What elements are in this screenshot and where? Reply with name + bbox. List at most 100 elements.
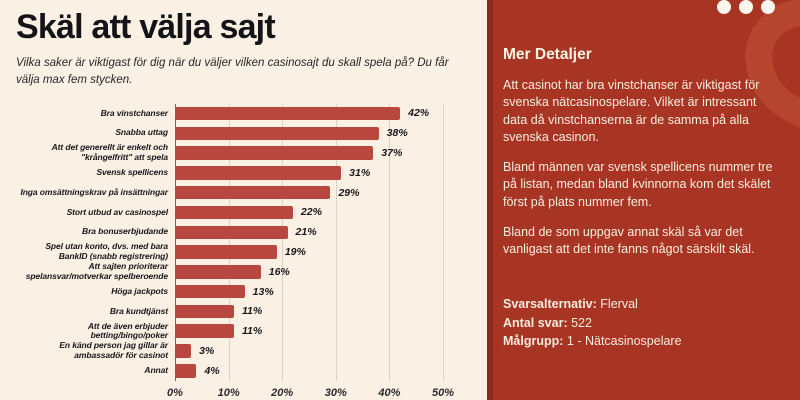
category-label: Svensk spellicens <box>96 167 168 178</box>
value-label: 22% <box>300 206 322 219</box>
bar <box>175 284 245 299</box>
bar-track: 11% <box>175 321 487 341</box>
table-row: Spel utan konto, dvs. med bara BankID (s… <box>16 241 487 262</box>
table-row: Bra kundtjänst 11% <box>16 302 487 322</box>
bar-track: 37% <box>175 143 487 163</box>
x-axis: 0% 10% 20% 30% 40% 50% <box>167 385 454 400</box>
dot-icon <box>739 0 753 14</box>
value-label: 38% <box>386 127 408 140</box>
category-label: Höga jackpots <box>111 285 168 296</box>
category-label: Annat <box>144 364 168 375</box>
meta-value: 1 - Nätcasinospelare <box>566 334 682 349</box>
bar <box>175 304 234 319</box>
meta-malgrupp: Målgrupp: 1 - Nätcasinospelare <box>503 333 776 351</box>
bar <box>175 126 379 141</box>
bar-track: 11% <box>175 302 487 322</box>
bar-track: 21% <box>175 222 487 242</box>
bar <box>175 106 401 121</box>
value-label: 3% <box>199 345 215 358</box>
bar <box>175 205 293 220</box>
plot-grid <box>175 103 444 381</box>
gridline <box>389 103 391 381</box>
x-tick-label: 10% <box>217 386 240 399</box>
bar <box>175 324 234 338</box>
value-label: 21% <box>295 226 317 239</box>
meta-label: Svarsalternativ: <box>503 297 597 312</box>
x-tick-label: 0% <box>167 386 183 399</box>
dot-icon <box>761 0 775 14</box>
x-tick-label: 30% <box>324 386 347 399</box>
gridline <box>335 103 337 381</box>
bar-track: 31% <box>175 163 487 183</box>
value-label: 19% <box>284 246 306 259</box>
table-row: Bra vinstchanser 42% <box>16 104 487 124</box>
x-tick-label: 50% <box>431 386 455 399</box>
bar-track: 13% <box>175 282 487 302</box>
dot-icon <box>717 0 731 14</box>
ellipsis-dots-icon <box>717 0 775 14</box>
category-label: Bra vinstchanser <box>100 107 168 118</box>
question-mark-icon <box>745 0 800 128</box>
bar-chart: Bra vinstchanser 42% Snabba uttag 38% Att de… <box>16 103 487 400</box>
category-label: Snabba uttag <box>115 127 168 138</box>
chart-section: Skäl att välja sajt Vilka saker är vikti… <box>16 8 487 400</box>
value-label: 31% <box>349 166 371 179</box>
table-row: Annat 4% <box>16 361 487 381</box>
category-label: Stort utbud av casinospel <box>66 206 169 217</box>
page-title: Skäl att välja sajt <box>16 8 276 46</box>
bar <box>175 364 197 378</box>
bar <box>175 225 288 239</box>
gridline <box>443 103 444 381</box>
bar <box>175 265 261 279</box>
bar-track: 3% <box>175 341 487 361</box>
value-label: 37% <box>381 147 403 160</box>
bar-track: 38% <box>175 123 487 143</box>
value-label: 42% <box>408 107 430 120</box>
table-row: En känd person jag gillar är ambassadör … <box>16 340 487 361</box>
details-heading: Mer Detaljer <box>503 46 592 63</box>
bar <box>175 166 342 180</box>
table-row: Att sajten prioriterar spelansvar/motver… <box>16 261 487 282</box>
bar-track: 19% <box>175 242 487 262</box>
table-row: Att de även erbjuder betting/bingo/poker… <box>16 321 487 341</box>
bar-track: 22% <box>175 203 487 223</box>
bar <box>175 185 331 200</box>
table-row: Svensk spellicens 31% <box>16 163 487 183</box>
value-label: 16% <box>268 265 290 278</box>
bar-rows: Bra vinstchanser 42% Snabba uttag 38% Att de… <box>16 104 487 381</box>
category-label: Bra kundtjänst <box>109 305 168 316</box>
meta-value: Flerval <box>600 297 638 312</box>
details-paragraph: Bland de som uppgav annat skäl så var de… <box>503 224 755 256</box>
details-panel: Mer Detaljer Att casinot har bra vinstch… <box>487 0 800 400</box>
bar <box>175 146 374 160</box>
value-label: 11% <box>241 305 263 318</box>
gridline <box>228 103 230 381</box>
survey-meta: Svarsalternativ: Flerval Antal svar: 522… <box>503 296 776 351</box>
bar-track: 42% <box>175 104 487 124</box>
table-row: Snabba uttag 38% <box>16 123 487 143</box>
category-label: En känd person jag gillar är ambassadör … <box>59 340 168 361</box>
category-label: Spel utan konto, dvs. med bara BankID (s… <box>45 241 168 262</box>
meta-label: Målgrupp: <box>503 334 564 349</box>
table-row: Bra bonuserbjudande 21% <box>16 222 487 242</box>
value-label: 11% <box>241 325 263 338</box>
category-label: Att det generellt är enkelt och "krångel… <box>51 142 169 163</box>
category-label: Att de även erbjuder betting/bingo/poker <box>87 320 168 341</box>
category-label: Bra bonuserbjudande <box>82 226 168 237</box>
table-row: Att det generellt är enkelt och "krångel… <box>16 142 487 163</box>
meta-antal-svar: Antal svar: 522 <box>503 315 776 333</box>
x-tick-label: 40% <box>378 386 401 399</box>
table-row: Höga jackpots 13% <box>16 282 487 302</box>
bar-track: 29% <box>175 183 487 203</box>
value-label: 29% <box>338 186 360 199</box>
table-row: Inga omsättningskrav på insättningar 29% <box>16 183 487 203</box>
bar-track: 16% <box>175 262 487 282</box>
meta-value: 522 <box>571 315 592 330</box>
bar <box>175 344 192 358</box>
chart-subtitle: Vilka saker är viktigast för dig när du … <box>16 57 449 87</box>
table-row: Stort utbud av casinospel 22% <box>16 203 487 223</box>
gridline <box>175 103 176 381</box>
bar <box>175 245 277 259</box>
category-label: Inga omsättningskrav på insättningar <box>20 186 168 197</box>
